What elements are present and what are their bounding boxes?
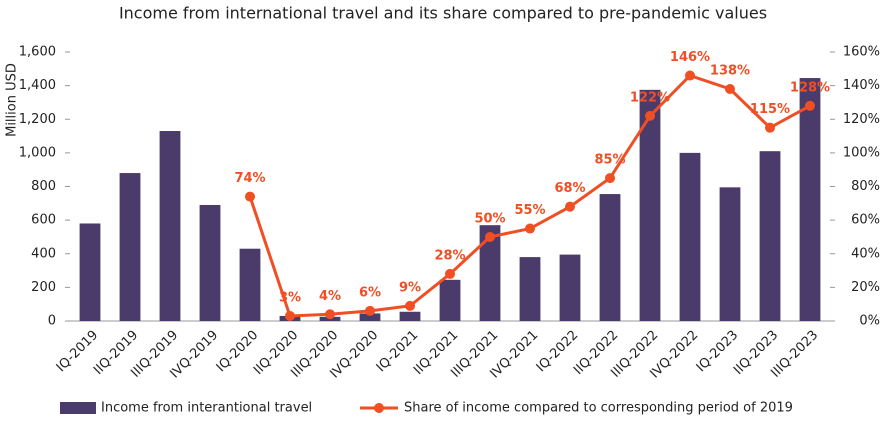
marker	[645, 110, 655, 121]
y2-tick-label: 20%	[851, 280, 880, 295]
data-label: 4%	[319, 289, 341, 304]
y-tick-label: 800	[31, 179, 56, 194]
marker	[805, 100, 815, 111]
data-label: 28%	[434, 248, 465, 263]
data-label: 55%	[514, 203, 545, 218]
legend-label: Income from interantional travel	[101, 401, 312, 416]
y2-tick-label: 120%	[843, 112, 880, 127]
bar	[599, 194, 621, 321]
bar	[399, 311, 421, 321]
bar	[479, 225, 501, 321]
legend-label: Share of income compared to correspondin…	[404, 401, 793, 416]
y2-tick-label: 60%	[851, 213, 880, 228]
bar	[639, 89, 661, 321]
y2-tick-label: 80%	[851, 179, 880, 194]
bar	[239, 248, 261, 321]
bar	[559, 254, 581, 321]
y2-tick-label: 100%	[843, 145, 880, 160]
marker	[245, 191, 255, 202]
bar	[519, 257, 541, 321]
bar	[759, 151, 781, 321]
data-label: 3%	[279, 290, 301, 305]
data-label: 122%	[630, 90, 670, 105]
legend-swatch	[60, 402, 96, 414]
y2-tick-label: 140%	[843, 78, 880, 93]
marker	[445, 268, 455, 279]
y-tick-label: 1,600	[19, 45, 56, 60]
marker	[525, 223, 535, 234]
marker	[285, 310, 295, 321]
data-label: 68%	[554, 181, 585, 196]
y2-tick-label: 160%	[843, 45, 880, 60]
marker	[685, 70, 695, 81]
y-tick-label: 1,000	[19, 145, 56, 160]
data-label: 85%	[594, 153, 625, 168]
y2-tick-label: 0%	[859, 314, 880, 329]
y-tick-label: 400	[31, 246, 56, 261]
y-tick-label: 0	[48, 314, 56, 329]
chart-title: Income from international travel and its…	[119, 4, 767, 23]
bar	[799, 78, 821, 321]
legend-swatch	[374, 403, 384, 413]
data-label: 74%	[234, 171, 265, 186]
y-tick-label: 600	[31, 213, 56, 228]
marker	[725, 83, 735, 94]
y-tick-label: 1,400	[19, 78, 56, 93]
marker	[765, 122, 775, 133]
marker	[325, 309, 335, 320]
data-label: 128%	[790, 80, 830, 95]
bar	[719, 187, 741, 321]
bar	[159, 131, 181, 321]
bar	[679, 152, 701, 321]
bar	[439, 279, 461, 321]
data-label: 138%	[710, 63, 750, 78]
marker	[605, 173, 615, 184]
marker	[485, 231, 495, 242]
marker	[405, 300, 415, 311]
bar	[119, 173, 141, 321]
bar	[199, 204, 221, 321]
data-label: 9%	[399, 280, 421, 295]
marker	[565, 201, 575, 212]
data-label: 6%	[359, 285, 381, 300]
data-label: 50%	[474, 211, 505, 226]
y-tick-label: 1,200	[19, 112, 56, 127]
marker	[365, 305, 375, 316]
y2-tick-label: 40%	[851, 246, 880, 261]
bar	[359, 313, 381, 321]
y-tick-label: 200	[31, 280, 56, 295]
data-label: 146%	[670, 50, 710, 65]
bar	[79, 223, 101, 321]
y-axis-label: Million USD	[5, 63, 20, 137]
data-label: 115%	[750, 102, 790, 117]
